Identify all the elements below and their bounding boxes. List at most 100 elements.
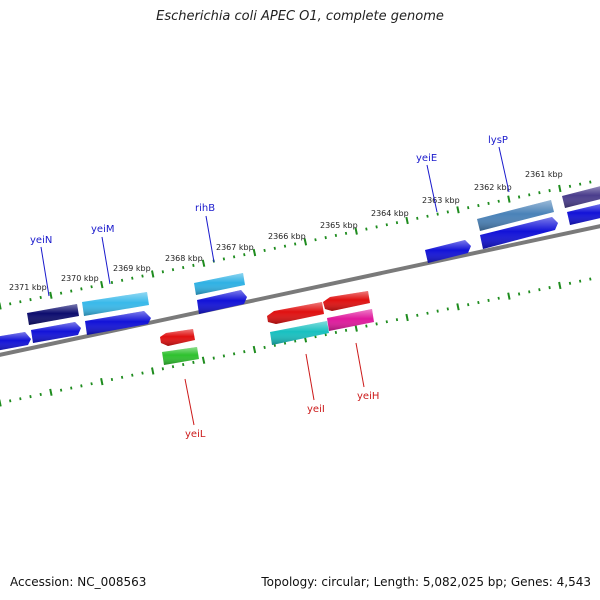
leader-line-lysP	[498, 146, 510, 193]
accession-text: Accession: NC_008563	[10, 575, 147, 589]
minor-tick	[171, 365, 175, 369]
minor-tick	[131, 373, 134, 377]
gene-feature-lysP[interactable]	[477, 200, 554, 231]
minor-tick	[365, 324, 368, 328]
leader-line-yeiM	[101, 236, 111, 285]
minor-tick	[497, 199, 500, 203]
leader-line-yeiI	[305, 353, 315, 401]
kbp-label: 2367 kbp	[216, 243, 254, 252]
gene-label-rihB: rihB	[195, 203, 215, 214]
minor-tick	[395, 221, 399, 225]
outer-tick-ring	[0, 180, 592, 310]
gene-feature-cds-forward[interactable]	[480, 217, 558, 249]
minor-tick	[120, 375, 124, 379]
gene-feature-cds-forward[interactable]	[567, 203, 600, 225]
minor-tick	[131, 276, 134, 280]
minor-tick	[548, 189, 551, 193]
minor-tick	[334, 330, 338, 334]
minor-tick	[538, 288, 541, 292]
minor-tick	[467, 303, 470, 307]
major-tick	[456, 303, 460, 311]
leader-line-yeiN	[40, 246, 50, 297]
minor-tick	[568, 184, 572, 188]
minor-tick	[90, 285, 93, 289]
minor-tick	[436, 309, 439, 313]
minor-tick	[365, 227, 368, 231]
major-tick	[0, 302, 2, 310]
gene-feature-edge-purple[interactable]	[562, 185, 600, 208]
major-tick	[354, 227, 358, 235]
map-title: Escherichia coli APEC O1, complete genom…	[156, 9, 444, 24]
minor-tick	[589, 277, 592, 281]
minor-tick	[222, 354, 226, 358]
major-tick	[201, 259, 206, 267]
major-tick	[0, 399, 2, 407]
minor-tick	[110, 280, 114, 285]
gene-feature-yeiM[interactable]	[82, 292, 149, 316]
gene-feature-yeiL[interactable]	[162, 347, 199, 365]
minor-tick	[548, 286, 551, 290]
gene-feature-yeiH[interactable]	[327, 309, 374, 331]
major-tick	[405, 313, 409, 322]
genome-stats-text: Topology: circular; Length: 5,082,025 bp…	[261, 575, 591, 589]
gene-feature-reverse-red[interactable]	[160, 329, 195, 346]
minor-tick	[263, 248, 266, 252]
major-tick	[354, 324, 358, 332]
minor-tick	[192, 360, 195, 364]
minor-tick	[294, 242, 297, 246]
minor-tick	[579, 279, 582, 283]
minor-tick	[141, 371, 144, 375]
gene-feature-reverse-red[interactable]	[323, 291, 370, 311]
major-tick	[507, 292, 511, 300]
minor-tick	[9, 302, 12, 306]
gene-feature-rihB[interactable]	[194, 273, 245, 295]
kbp-label: 2361 kbp	[525, 170, 563, 179]
inner-tick-ring	[0, 277, 592, 407]
gene-label-yeiM: yeiM	[91, 224, 114, 235]
gene-feature-cds-forward[interactable]	[197, 290, 247, 314]
major-tick	[507, 195, 511, 203]
minor-tick	[263, 345, 266, 349]
major-tick	[201, 356, 206, 364]
major-tick	[252, 345, 257, 354]
minor-tick	[243, 253, 246, 257]
genome-backbone	[0, 224, 600, 357]
leader-line-rihB	[205, 215, 215, 263]
gene-feature-reverse-cyan[interactable]	[270, 321, 329, 345]
minor-tick	[589, 180, 592, 184]
major-tick	[100, 281, 104, 289]
minor-tick	[212, 356, 215, 360]
kbp-label: 2369 kbp	[113, 264, 151, 273]
major-tick	[151, 367, 155, 375]
minor-tick	[283, 244, 287, 248]
gene-feature-cds-forward[interactable]	[31, 322, 81, 343]
minor-tick	[9, 399, 12, 403]
minor-tick	[161, 367, 164, 371]
gene-label-yeiL: yeiL	[185, 429, 206, 440]
major-tick	[100, 378, 104, 386]
minor-tick	[538, 191, 541, 195]
gene-feature-cds-forward[interactable]	[0, 332, 31, 351]
minor-tick	[487, 298, 490, 302]
minor-tick	[579, 182, 582, 186]
minor-tick	[375, 322, 378, 326]
major-tick	[303, 238, 308, 246]
minor-tick	[426, 214, 429, 218]
gene-feature-cds-forward[interactable]	[85, 311, 151, 335]
minor-tick	[314, 238, 317, 242]
gene-feature-cds-forward[interactable]	[425, 240, 471, 263]
minor-tick	[375, 225, 378, 229]
major-tick	[558, 184, 562, 193]
gene-feature-yeiN[interactable]	[27, 304, 79, 325]
minor-tick	[416, 313, 419, 317]
major-tick	[252, 248, 257, 257]
minor-tick	[29, 395, 32, 399]
major-tick	[151, 270, 155, 278]
major-tick	[558, 281, 562, 290]
minor-tick	[171, 268, 175, 272]
minor-tick	[120, 278, 124, 282]
minor-tick	[446, 210, 449, 214]
major-tick	[49, 291, 53, 299]
gene-feature-yeiI[interactable]	[267, 302, 324, 324]
